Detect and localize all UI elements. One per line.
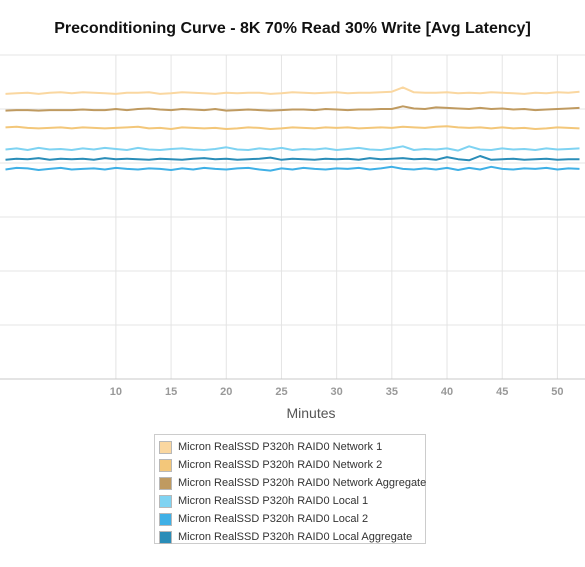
x-tick-label: 30: [331, 386, 343, 398]
series-line-4: [5, 145, 580, 152]
series-lines: [5, 86, 580, 172]
x-tick-label: 40: [441, 386, 453, 398]
chart-title: Preconditioning Curve - 8K 70% Read 30% …: [54, 20, 531, 37]
legend-item: Micron RealSSD P320h RAID0 Local 2: [159, 510, 425, 528]
x-axis-title: Minutes: [286, 405, 335, 421]
legend-label: Micron RealSSD P320h RAID0 Local 1: [178, 495, 369, 507]
legend-label: Micron RealSSD P320h RAID0 Local 2: [178, 513, 369, 525]
series-line-3: [5, 105, 580, 112]
legend-label: Micron RealSSD P320h RAID0 Network 1: [178, 441, 383, 453]
legend-item: Micron RealSSD P320h RAID0 Network 1: [159, 438, 425, 456]
legend-label: Micron RealSSD P320h RAID0 Local Aggrega…: [178, 531, 413, 543]
legend: Micron RealSSD P320h RAID0 Network 1 Micr…: [154, 434, 426, 544]
legend-item: Micron RealSSD P320h RAID0 Local 1: [159, 492, 425, 510]
legend-swatch: [159, 494, 172, 508]
x-tick-label: 25: [275, 386, 287, 398]
x-tick-label: 20: [220, 386, 232, 398]
x-tick-label: 10: [110, 386, 122, 398]
legend-swatch: [159, 440, 172, 454]
legend-item: Micron RealSSD P320h RAID0 Network 2: [159, 456, 425, 474]
x-tick-label: 45: [496, 386, 508, 398]
legend-swatch: [159, 476, 172, 490]
series-line-1: [5, 86, 580, 95]
legend-item: Micron RealSSD P320h RAID0 Network Aggre…: [159, 474, 427, 492]
series-line-5: [5, 165, 580, 172]
legend-swatch: [159, 530, 172, 544]
legend-item: Micron RealSSD P320h RAID0 Local Aggrega…: [159, 528, 425, 546]
legend-label: Micron RealSSD P320h RAID0 Network 2: [178, 459, 383, 471]
series-line-2: [5, 125, 580, 130]
legend-swatch: [159, 512, 172, 526]
series-line-6: [5, 155, 580, 162]
x-tick-label: 15: [165, 386, 177, 398]
grid-lines: [0, 54, 585, 380]
chart-plot: 10 15 20 25 30 35 40 45 50 Minutes: [0, 54, 585, 421]
x-tick-label: 35: [386, 386, 398, 398]
x-tick-label: 50: [551, 386, 563, 398]
legend-swatch: [159, 458, 172, 472]
legend-label: Micron RealSSD P320h RAID0 Network Aggre…: [178, 477, 427, 489]
x-tick-labels: 10 15 20 25 30 35 40 45 50: [110, 386, 564, 398]
